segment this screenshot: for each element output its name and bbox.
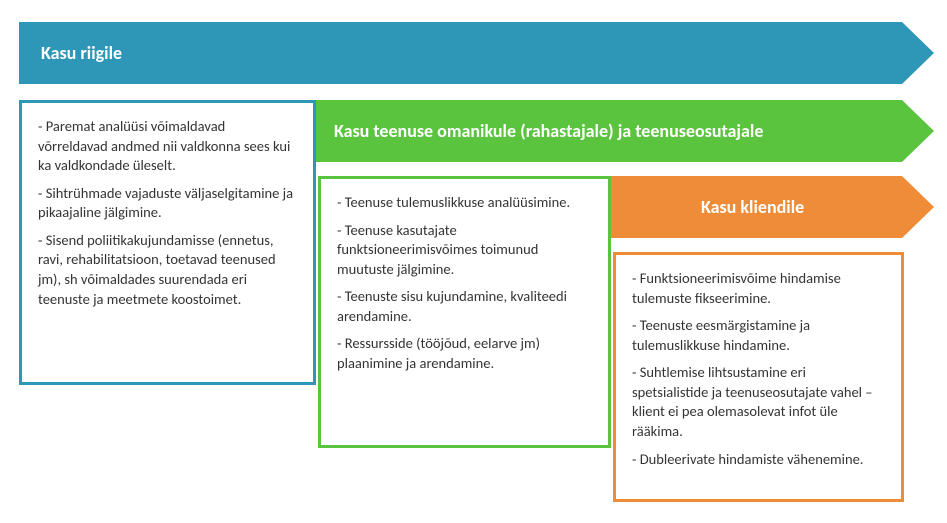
content-box-client: - Funktsioneerimisvõime hindamise tulemu…: [613, 252, 904, 502]
state-item: - Paremat analüüsi võimaldavad võrreldav…: [38, 117, 297, 176]
client-item: - Teenuste eesmärgistamine ja tulemuslik…: [632, 316, 885, 355]
client-item: - Dubleerivate hindamiste vähenemine.: [632, 450, 885, 470]
arrow-band-client: Kasu kliendile: [611, 176, 934, 238]
arrow-band-owner: Kasu teenuse omanikule (rahastajale) ja …: [316, 100, 934, 162]
owner-item: - Ressursside (tööjõud, eelarve jm) plaa…: [337, 334, 592, 373]
owner-item: - Teenuse tulemuslikkuse analüüsimine.: [337, 193, 592, 213]
arrow-head-client: [902, 176, 934, 238]
title-client: Kasu kliendile: [701, 196, 804, 218]
content-box-owner: - Teenuse tulemuslikkuse analüüsimine. -…: [318, 176, 611, 448]
arrow-head-state: [902, 22, 934, 84]
client-item: - Suhtlemise lihtsustamine eri spetsiali…: [632, 363, 885, 441]
arrow-head-owner: [902, 100, 934, 162]
state-item: - Sihtrühmade vajaduste väljaselgitamine…: [38, 184, 297, 223]
content-box-state: - Paremat analüüsi võimaldavad võrreldav…: [19, 100, 316, 385]
state-item: - Sisend poliitikakujundamisse (ennetus,…: [38, 231, 297, 309]
owner-item: - Teenuse kasutajate funktsioneerimisvõi…: [337, 221, 592, 280]
title-state: Kasu riigile: [41, 42, 122, 64]
owner-item: - Teenuste sisu kujundamine, kvaliteedi …: [337, 287, 592, 326]
title-owner: Kasu teenuse omanikule (rahastajale) ja …: [334, 120, 763, 142]
arrow-body-client: Kasu kliendile: [611, 176, 902, 238]
arrow-band-state: Kasu riigile: [19, 22, 934, 84]
client-item: - Funktsioneerimisvõime hindamise tulemu…: [632, 269, 885, 308]
arrow-body-owner: Kasu teenuse omanikule (rahastajale) ja …: [316, 100, 902, 162]
arrow-body-state: Kasu riigile: [19, 22, 902, 84]
